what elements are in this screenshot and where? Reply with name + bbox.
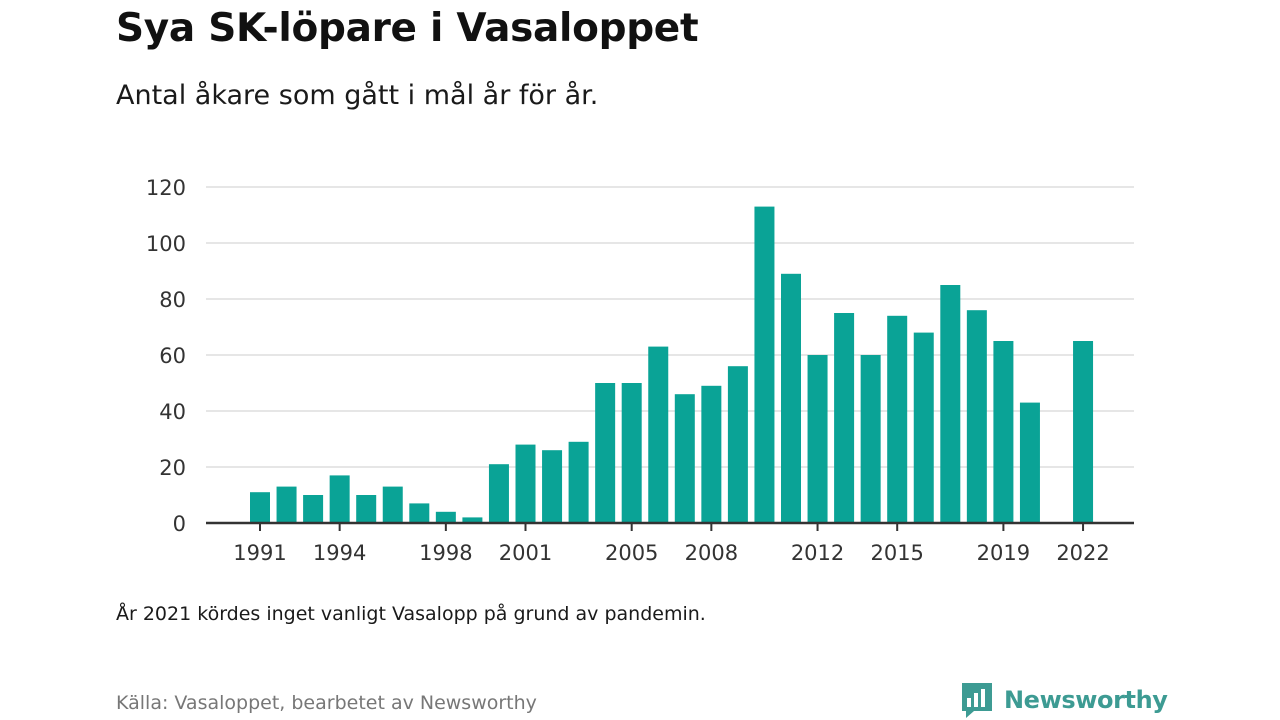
bar	[515, 444, 536, 523]
bar	[701, 385, 722, 523]
bar	[356, 495, 377, 523]
y-tick-label: 40	[159, 400, 186, 424]
y-tick-label: 0	[173, 512, 186, 536]
x-tick-label: 2022	[1056, 541, 1109, 565]
bar	[542, 450, 563, 523]
bar	[488, 464, 509, 523]
bar	[966, 310, 987, 523]
bar	[913, 332, 934, 523]
bar	[303, 495, 324, 523]
chart-note: År 2021 kördes inget vanligt Vasalopp på…	[116, 603, 706, 625]
bar	[1073, 341, 1094, 523]
bar	[754, 206, 775, 523]
y-tick-label: 120	[146, 176, 186, 200]
brand-name: Newsworthy	[1004, 686, 1168, 714]
y-tick-label: 100	[146, 232, 186, 256]
bar-chart: 0 20 40 60 80 100 120 1991 1994 1998 2001 2005 2008 2…	[146, 176, 1134, 565]
bar	[435, 511, 456, 523]
y-tick-label: 60	[159, 344, 186, 368]
bar	[382, 486, 403, 523]
bar	[595, 383, 616, 523]
x-tick-label: 2001	[499, 541, 552, 565]
chart-subtitle: Antal åkare som gått i mål år för år.	[116, 80, 599, 111]
bar	[276, 486, 297, 523]
x-tick-label: 2008	[685, 541, 738, 565]
brand-logo: Newsworthy	[960, 680, 1168, 720]
bar	[250, 492, 270, 523]
x-tick-label: 1994	[313, 541, 366, 565]
bar	[568, 441, 589, 523]
bar	[993, 341, 1014, 523]
bar	[409, 503, 430, 523]
bar	[648, 346, 669, 523]
x-tick-label: 2015	[870, 541, 923, 565]
bar	[887, 315, 908, 523]
x-tick-label: 1998	[419, 541, 472, 565]
x-tick-label: 1991	[233, 541, 286, 565]
y-tick-label: 20	[159, 456, 186, 480]
x-axis	[206, 521, 1134, 531]
bar	[834, 313, 855, 523]
x-tick-label: 2019	[977, 541, 1030, 565]
bar	[940, 285, 961, 523]
bar	[1019, 402, 1040, 523]
bar	[462, 517, 483, 523]
x-tick-label: 2012	[791, 541, 844, 565]
bar	[727, 366, 748, 523]
bar	[329, 475, 350, 523]
y-tick-label: 80	[159, 288, 186, 312]
tick-labels: 0 20 40 60 80 100 120 1991 1994 1998 2001 2005 2008 2…	[146, 176, 1110, 565]
source-credit: Källa: Vasaloppet, bearbetet av Newswort…	[116, 692, 537, 714]
bar	[807, 355, 828, 523]
bar	[621, 383, 642, 523]
bars	[250, 206, 1094, 523]
newsworthy-logo-icon	[962, 683, 992, 718]
bar	[674, 394, 695, 523]
x-tick-label: 2005	[605, 541, 658, 565]
bar	[781, 273, 801, 523]
bar	[860, 355, 881, 523]
chart-title: Sya SK-löpare i Vasaloppet	[116, 6, 699, 51]
